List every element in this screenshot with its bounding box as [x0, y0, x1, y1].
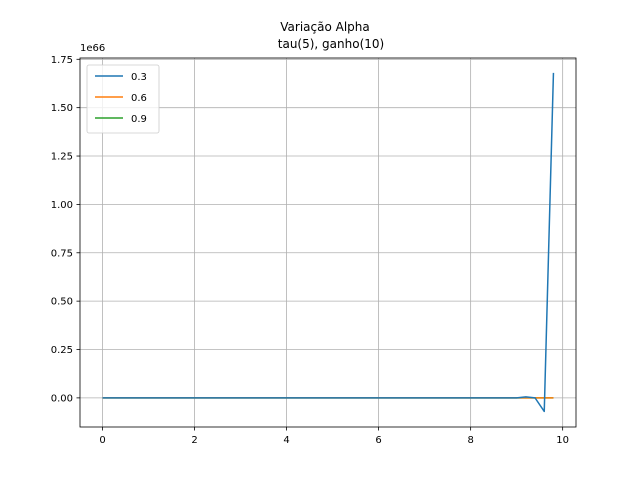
x-tick-label: 8 [467, 435, 473, 446]
y-tick-label: 0.50 [51, 297, 73, 308]
legend-label: 0.3 [131, 72, 147, 83]
y-tick-label: 0.25 [51, 345, 73, 356]
legend-label: 0.9 [131, 114, 147, 125]
legend-label: 0.6 [131, 93, 147, 104]
y-tick-label: 1.00 [51, 200, 73, 211]
grid [80, 58, 576, 427]
x-tick-label: 10 [556, 435, 569, 446]
y-tick-label: 1.50 [51, 103, 73, 114]
series-line-0.3 [102, 72, 555, 413]
legend: 0.3 0.6 0.9 [86, 64, 160, 134]
x-axis-ticks: 0 2 4 6 8 10 [99, 427, 569, 446]
chart-title-line1: Variação Alpha [280, 20, 369, 34]
legend-box [86, 64, 160, 134]
y-tick-label: 0.00 [51, 393, 73, 404]
y-tick-label: 0.75 [51, 248, 73, 259]
y-offset-label: 1e66 [80, 43, 105, 54]
series-lines [102, 72, 555, 413]
y-tick-label: 1.25 [51, 152, 73, 163]
x-tick-label: 6 [375, 435, 381, 446]
chart-title-line2: tau(5), ganho(10) [278, 37, 384, 51]
x-tick-label: 2 [191, 435, 197, 446]
x-tick-label: 0 [99, 435, 105, 446]
y-tick-label: 1.75 [51, 55, 73, 66]
x-tick-label: 4 [283, 435, 289, 446]
plot-frame [79, 57, 577, 428]
y-axis-ticks: 0.00 0.25 0.50 0.75 1.00 1.25 1.50 1.75 [51, 55, 80, 404]
